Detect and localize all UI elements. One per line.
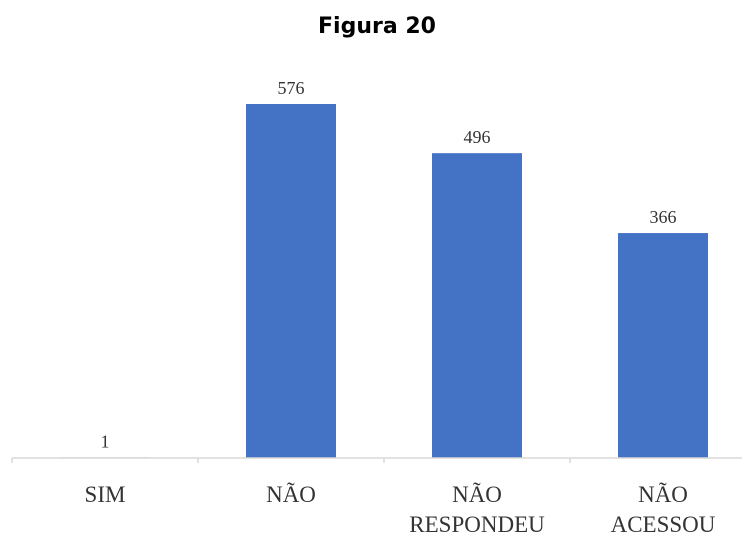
data-label: 1 — [101, 431, 110, 451]
bar — [618, 233, 708, 458]
x-tick-label: NÃO ACESSOU — [611, 482, 716, 537]
x-tick-label: NÃO RESPONDEU — [409, 482, 545, 537]
x-tick-label: SIM — [85, 482, 126, 507]
bar — [432, 153, 522, 458]
x-tick-label: NÃO — [266, 482, 316, 507]
data-label: 496 — [464, 127, 491, 147]
data-label: 576 — [278, 78, 305, 98]
data-label: 366 — [650, 207, 677, 227]
bar — [246, 104, 336, 458]
figure-title: Figura 20 — [318, 14, 436, 39]
